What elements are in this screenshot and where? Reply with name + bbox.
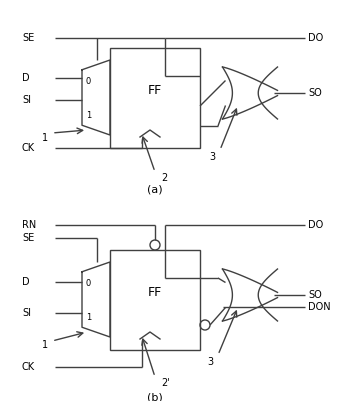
Text: 3: 3 (207, 357, 213, 367)
Text: CK: CK (22, 143, 35, 153)
Text: 0: 0 (86, 77, 91, 87)
Text: D: D (22, 73, 29, 83)
Text: FF: FF (148, 286, 162, 298)
Text: SI: SI (22, 308, 31, 318)
Text: SI: SI (22, 95, 31, 105)
Text: D: D (22, 277, 29, 287)
Text: DO: DO (308, 220, 323, 230)
Bar (110, 250, 200, 350)
Text: 1: 1 (86, 312, 91, 322)
Bar (110, 48, 200, 148)
Text: SE: SE (22, 233, 34, 243)
Text: 1: 1 (42, 340, 48, 350)
Text: (a): (a) (147, 185, 163, 195)
Text: 0: 0 (86, 279, 91, 288)
Text: 2': 2' (162, 378, 170, 388)
Text: SO: SO (308, 290, 322, 300)
Text: 3: 3 (209, 152, 215, 162)
Text: 2: 2 (161, 173, 167, 183)
Text: SE: SE (22, 33, 34, 43)
Text: SO: SO (308, 88, 322, 98)
Text: DO: DO (308, 33, 323, 43)
Text: DON: DON (308, 302, 331, 312)
Text: 1: 1 (86, 111, 91, 119)
Text: (b): (b) (147, 392, 163, 401)
Text: FF: FF (148, 83, 162, 97)
Text: RN: RN (22, 220, 36, 230)
Text: 1: 1 (42, 133, 48, 143)
Text: CK: CK (22, 362, 35, 372)
